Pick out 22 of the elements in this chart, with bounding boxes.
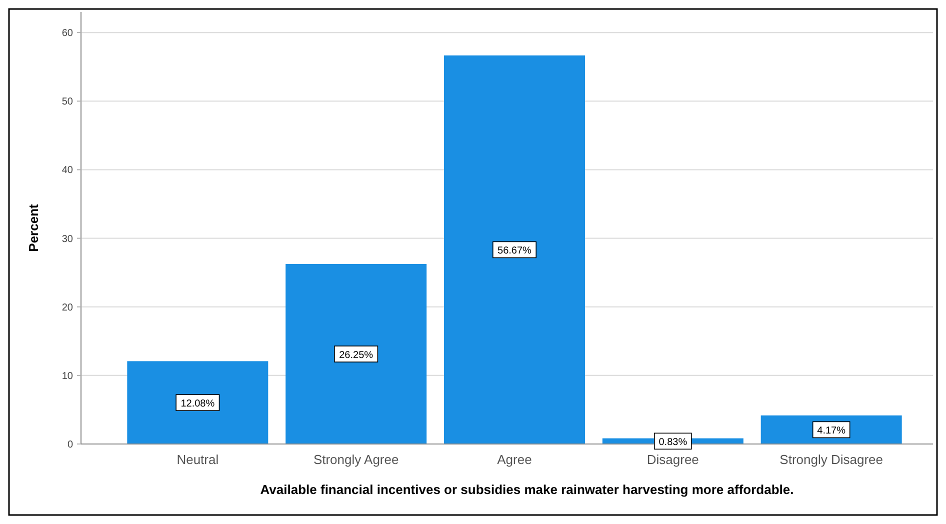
data-label: 12.08% [180, 398, 215, 410]
data-label: 4.17% [817, 426, 846, 437]
y-axis-title: Percent [26, 203, 41, 252]
x-tick-label: Disagree [646, 452, 699, 467]
y-tick-label: 10 [62, 370, 74, 382]
y-tick-label: 60 [62, 28, 74, 40]
y-tick-label: 20 [62, 302, 74, 314]
x-axis-title: Available financial incentives or subsidies make rainwater harvesting more affordable. [260, 482, 794, 497]
data-label: 0.83% [658, 437, 688, 448]
x-tick-label: Strongly Agree [313, 452, 399, 467]
data-label: 56.67% [498, 246, 532, 257]
bar [286, 264, 427, 444]
x-tick-label: Neutral [176, 452, 219, 467]
y-tick-label: 0 [67, 440, 74, 450]
x-tick-label: Strongly Disagree [780, 452, 883, 467]
y-tick-label: 40 [62, 165, 74, 176]
bar [444, 55, 585, 444]
x-tick-label: Agree [497, 452, 532, 467]
data-label: 26.25% [339, 350, 374, 361]
y-tick-label: 50 [62, 96, 74, 108]
bar [127, 361, 268, 444]
y-tick-label: 30 [62, 234, 74, 245]
